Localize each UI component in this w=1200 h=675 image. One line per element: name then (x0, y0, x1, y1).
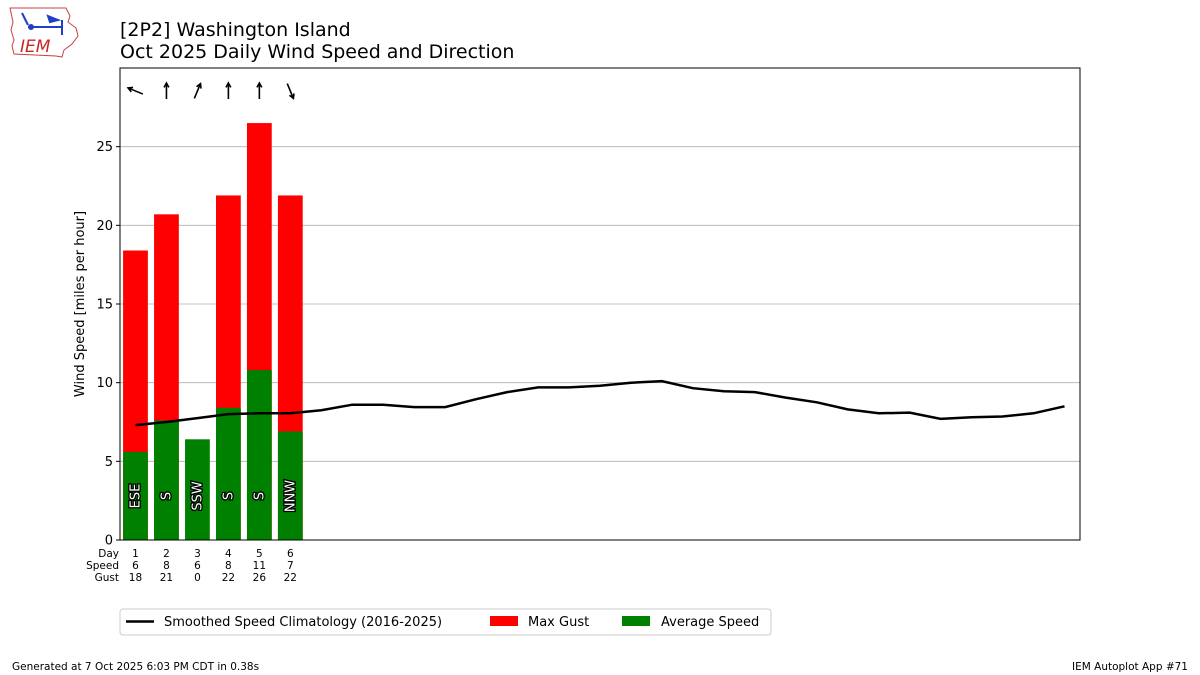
table-day: 3 (194, 548, 201, 560)
direction-label: S (252, 492, 267, 500)
logo-text: IEM (20, 37, 51, 57)
weather-station-icon (21, 12, 63, 35)
y-tick-label: 5 (105, 455, 113, 470)
table-speed: 6 (194, 560, 201, 572)
speed-bar (216, 407, 241, 540)
table-gust: 0 (194, 572, 201, 584)
table-gust: 21 (160, 572, 173, 584)
speed-bar (246, 370, 272, 540)
direction-arrow-icon (126, 86, 144, 95)
legend: Smoothed Speed Climatology (2016-2025) M… (119, 608, 772, 636)
table-day: 4 (225, 548, 232, 560)
y-tick-label: 25 (96, 140, 113, 155)
direction-label: S (159, 492, 174, 500)
legend-gust-swatch (490, 616, 518, 626)
chart-title: [2P2] Washington Island (120, 19, 351, 41)
direction-label: ESE (128, 484, 143, 509)
legend-gust-label: Max Gust (528, 615, 589, 630)
row-label-gust: Gust (95, 572, 119, 584)
speed-bar (277, 431, 303, 540)
direction-label: S (221, 492, 236, 500)
direction-labels: ESE S SSW S S NNW (127, 478, 299, 513)
legend-speed-swatch (622, 616, 650, 626)
table-speed: 8 (163, 560, 170, 572)
footer-app: IEM Autoplot App #71 (1072, 661, 1188, 673)
legend-box (119, 608, 772, 636)
legend-speed-label: Average Speed (661, 615, 759, 630)
table-gust: 26 (253, 572, 267, 584)
table-day: 5 (256, 548, 263, 560)
row-label-speed: Speed (86, 560, 119, 572)
speed-bar (123, 451, 148, 540)
direction-arrows (126, 81, 295, 100)
row-label-day: Day (98, 548, 119, 560)
speed-bar (154, 420, 179, 540)
y-axis-ticks: 0 5 10 15 20 25 (96, 140, 120, 549)
table-gust: 22 (284, 572, 297, 584)
speed-bar (185, 439, 210, 540)
climatology-line (135, 379, 1065, 427)
direction-arrow-icon (193, 82, 202, 99)
table-speed: 7 (287, 560, 294, 572)
chart-subtitle: Oct 2025 Daily Wind Speed and Direction (120, 41, 514, 63)
table-speed: 6 (132, 560, 139, 572)
direction-arrow-icon (286, 83, 295, 100)
table-speed: 8 (225, 560, 232, 572)
direction-arrow-icon (225, 81, 232, 99)
table-day: 1 (132, 548, 139, 560)
direction-label: SSW (190, 481, 205, 511)
y-axis-label: Wind Speed [miles per hour] (73, 211, 88, 397)
table-gust: 22 (222, 572, 235, 584)
direction-arrow-icon (256, 81, 263, 99)
y-tick-label: 0 (105, 534, 113, 549)
bars (123, 123, 303, 541)
direction-label: NNW (283, 480, 298, 512)
table-day: 6 (287, 548, 294, 560)
y-tick-label: 20 (96, 219, 113, 234)
table-speed: 11 (253, 560, 266, 572)
direction-arrow-icon (163, 81, 170, 99)
footer-generated: Generated at 7 Oct 2025 6:03 PM CDT in 0… (12, 661, 259, 673)
table-gust: 18 (129, 572, 142, 584)
iem-logo: IEM (9, 7, 79, 58)
y-tick-label: 10 (96, 376, 113, 391)
table-day: 2 (163, 548, 170, 560)
legend-climatology-label: Smoothed Speed Climatology (2016-2025) (164, 615, 442, 630)
y-tick-label: 15 (96, 298, 113, 313)
